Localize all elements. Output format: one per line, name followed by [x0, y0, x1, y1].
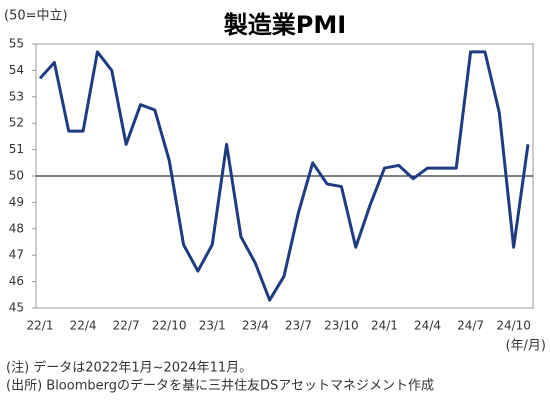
y-tick-label: 51: [9, 142, 24, 156]
y-tick-label: 49: [9, 195, 24, 209]
x-tick-label: 24/1: [371, 319, 398, 333]
x-tick-label: 22/7: [113, 319, 140, 333]
y-tick-label: 52: [9, 116, 24, 130]
y-tick-label: 53: [9, 89, 24, 103]
y-tick-label: 54: [9, 63, 24, 77]
note: (出所) Bloombergのデータを基に三井住友DSアセットマネジメント作成: [6, 378, 434, 394]
x-tick-label: 23/1: [199, 319, 226, 333]
x-tick-label: 23/4: [242, 319, 269, 333]
x-tick-label: 22/10: [152, 319, 187, 333]
x-tick-label: 22/1: [27, 319, 54, 333]
y-axis-label: (50=中立): [4, 9, 68, 24]
y-tick-label: 46: [9, 274, 24, 288]
y-tick-label: 47: [9, 248, 24, 262]
x-tick-label: 23/7: [285, 319, 312, 333]
x-tick-label: 24/4: [414, 319, 441, 333]
note: (注) データは2022年1月~2024年11月。: [6, 360, 252, 376]
y-tick-label: 45: [9, 301, 24, 315]
x-tick-label: 24/10: [496, 319, 531, 333]
y-tick-label: 50: [9, 169, 24, 183]
y-tick-label: 48: [9, 221, 24, 235]
data-line: [38, 50, 530, 302]
x-axis-label: (年/月): [505, 339, 546, 354]
x-tick-label: 22/4: [70, 319, 97, 333]
x-tick-label: 24/7: [457, 319, 484, 333]
y-tick-label: 55: [9, 37, 24, 51]
x-tick-label: 23/10: [324, 319, 359, 333]
chart-title: 製造業PMI: [224, 11, 346, 39]
